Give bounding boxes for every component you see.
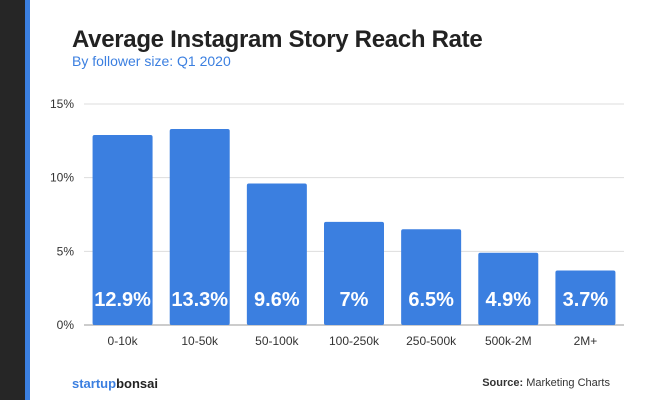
data-label: 3.7% — [563, 289, 609, 311]
brand-part-2: bonsai — [116, 376, 158, 391]
x-tick-label: 250-500k — [406, 334, 457, 348]
bar — [478, 252, 539, 325]
x-tick-label: 500k-2M — [485, 334, 532, 348]
x-tick-label: 0-10k — [108, 334, 139, 348]
bar — [246, 183, 307, 325]
bar — [92, 134, 153, 325]
bar — [169, 129, 230, 325]
left-dark-border — [0, 0, 25, 400]
bar — [555, 270, 616, 325]
source-label: Source: — [482, 377, 524, 389]
data-label: 12.9% — [94, 289, 151, 311]
x-tick-label: 50-100k — [255, 334, 299, 348]
x-tick-label: 2M+ — [574, 334, 598, 348]
source-text: Marketing Charts — [526, 377, 610, 389]
data-label: 9.6% — [254, 289, 300, 311]
accent-stripe — [25, 0, 30, 400]
data-label: 13.3% — [171, 289, 228, 311]
chart-subtitle: By follower size: Q1 2020 — [72, 53, 231, 69]
data-label: 6.5% — [408, 289, 454, 311]
y-tick-label: 5% — [57, 244, 75, 258]
y-tick-label: 0% — [57, 318, 75, 332]
bar — [324, 221, 384, 325]
brand-logo: startupbonsai — [72, 376, 158, 391]
data-label: 7% — [340, 289, 369, 311]
data-label: 4.9% — [485, 289, 531, 311]
chart-title: Average Instagram Story Reach Rate — [72, 26, 483, 53]
source-note: Source: Marketing Charts — [482, 377, 610, 389]
y-tick-label: 15% — [50, 97, 74, 111]
y-tick-label: 10% — [50, 171, 74, 185]
brand-part-1: startup — [72, 376, 117, 391]
x-tick-label: 10-50k — [181, 334, 219, 348]
bar — [401, 229, 462, 325]
x-tick-label: 100-250k — [329, 334, 380, 348]
